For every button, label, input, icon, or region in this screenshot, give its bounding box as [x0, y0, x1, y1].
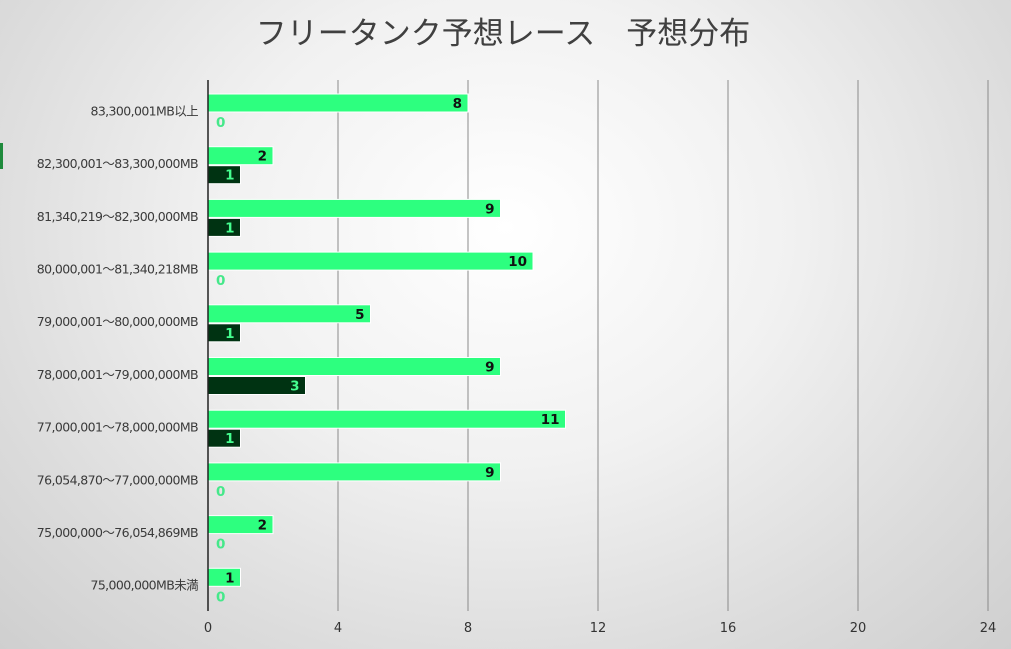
x-tick-label: 12 [590, 621, 607, 636]
x-tick-label: 16 [720, 621, 737, 636]
category-label: 80,000,001～81,340,218MB [37, 261, 198, 276]
data-label: 10 [508, 254, 527, 270]
category-label: 79,000,001～80,000,000MB [37, 314, 198, 329]
left-edge-accent [0, 143, 3, 169]
data-label: 0 [216, 589, 225, 605]
category-label: 75,000,000～76,054,869MB [37, 525, 198, 540]
data-label: 2 [258, 518, 267, 534]
category-label: 76,054,870～77,000,000MB [37, 472, 198, 487]
bar [207, 409, 566, 429]
data-label: 1 [225, 220, 234, 236]
category-label: 75,000,000MB未満 [90, 578, 198, 593]
category-label: 78,000,001～79,000,000MB [37, 367, 198, 382]
data-label: 1 [225, 326, 234, 342]
category-label: 83,300,001MB以上 [90, 103, 198, 118]
bar [207, 462, 501, 482]
category-label: 82,300,001～83,300,000MB [37, 156, 198, 171]
bar [207, 198, 501, 218]
data-label: 0 [216, 484, 225, 500]
x-tick-label: 24 [980, 621, 997, 636]
data-label: 2 [258, 149, 267, 165]
data-label: 1 [225, 168, 234, 184]
data-label: 0 [216, 115, 225, 131]
data-label: 9 [485, 360, 494, 376]
category-label: 81,340,219～82,300,000MB [37, 209, 198, 224]
chart-title: フリータンク予想レース 予想分布 [256, 16, 750, 52]
data-label: 5 [355, 307, 364, 323]
x-tick-label: 20 [850, 621, 867, 636]
data-label: 3 [290, 379, 299, 395]
data-label: 1 [225, 431, 234, 447]
data-label: 1 [225, 570, 234, 586]
x-tick-label: 0 [204, 621, 212, 636]
axes: 0 4 8 12 16 20 2483,300,001MB以上82,300,001～83,3… [37, 80, 996, 636]
bar [207, 304, 371, 324]
grid-lines [337, 80, 989, 611]
data-label: 9 [485, 465, 494, 481]
bar [207, 93, 469, 113]
bars [207, 93, 566, 587]
data-label: 0 [216, 537, 225, 553]
data-label: 9 [485, 201, 494, 217]
bar [207, 357, 501, 376]
x-tick-label: 4 [334, 621, 342, 636]
data-label: 8 [453, 96, 462, 112]
data-label: 11 [541, 412, 560, 428]
data-label: 0 [216, 273, 225, 289]
x-tick-label: 8 [464, 621, 472, 636]
bar [207, 251, 534, 271]
category-label: 77,000,001～78,000,000MB [37, 420, 198, 435]
